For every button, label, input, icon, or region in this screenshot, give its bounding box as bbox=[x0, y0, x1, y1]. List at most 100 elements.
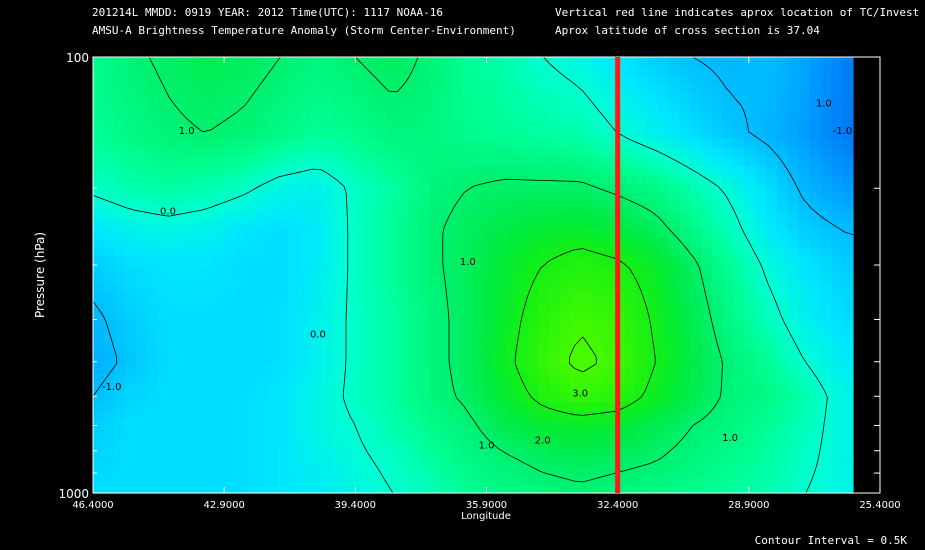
anomaly-cell bbox=[342, 329, 355, 340]
anomaly-cell bbox=[831, 229, 843, 240]
anomaly-cell bbox=[473, 356, 485, 367]
anomaly-cell bbox=[179, 320, 192, 331]
anomaly-cell bbox=[462, 166, 474, 176]
anomaly-cell bbox=[418, 347, 431, 358]
anomaly-cell bbox=[483, 293, 496, 303]
anomaly-cell bbox=[755, 84, 767, 94]
anomaly-cell bbox=[559, 402, 572, 412]
anomaly-cell bbox=[549, 311, 561, 322]
anomaly-cell bbox=[201, 311, 214, 322]
anomaly-cell bbox=[147, 293, 159, 303]
anomaly-cell bbox=[375, 120, 387, 131]
anomaly-cell bbox=[223, 265, 235, 276]
anomaly-cell bbox=[766, 156, 778, 167]
anomaly-cell bbox=[603, 411, 615, 421]
anomaly-cell bbox=[766, 66, 778, 76]
anomaly-cell bbox=[766, 220, 778, 231]
anomaly-cell bbox=[722, 265, 735, 276]
anomaly-cell bbox=[407, 347, 420, 358]
anomaly-cell bbox=[169, 265, 181, 276]
anomaly-cell bbox=[429, 365, 442, 376]
anomaly-cell bbox=[418, 111, 431, 122]
anomaly-cell bbox=[277, 374, 290, 385]
anomaly-cell bbox=[505, 229, 518, 240]
anomaly-cell bbox=[679, 320, 691, 331]
anomaly-cell bbox=[581, 211, 594, 222]
anomaly-cell bbox=[125, 129, 138, 140]
anomaly-cell bbox=[505, 166, 518, 176]
anomaly-cell bbox=[299, 384, 311, 394]
anomaly-cell bbox=[798, 166, 811, 176]
anomaly-cell bbox=[266, 356, 279, 367]
anomaly-cell bbox=[679, 229, 691, 240]
anomaly-cell bbox=[234, 156, 246, 167]
anomaly-cell bbox=[93, 438, 105, 449]
anomaly-cell bbox=[147, 384, 159, 394]
anomaly-cell bbox=[310, 202, 322, 213]
anomaly-cell bbox=[538, 483, 550, 494]
anomaly-cell bbox=[125, 275, 138, 285]
anomaly-cell bbox=[310, 193, 322, 203]
anomaly-cell bbox=[136, 447, 148, 458]
anomaly-cell bbox=[755, 229, 767, 240]
anomaly-cell bbox=[375, 284, 387, 294]
anomaly-cell bbox=[212, 156, 224, 167]
anomaly-cell bbox=[527, 93, 539, 104]
anomaly-cell bbox=[733, 338, 746, 349]
anomaly-cell bbox=[787, 420, 800, 431]
anomaly-cell bbox=[527, 384, 539, 394]
anomaly-cell bbox=[190, 365, 203, 376]
anomaly-cell bbox=[516, 129, 528, 140]
anomaly-cell bbox=[179, 465, 192, 476]
anomaly-cell bbox=[570, 102, 583, 113]
anomaly-cell bbox=[245, 184, 257, 194]
anomaly-cell bbox=[234, 93, 246, 104]
anomaly-cell bbox=[375, 447, 387, 458]
anomaly-cell bbox=[212, 483, 224, 494]
anomaly-cell bbox=[418, 411, 431, 421]
anomaly-cell bbox=[255, 483, 268, 494]
anomaly-cell bbox=[766, 138, 778, 149]
anomaly-cell bbox=[668, 374, 680, 385]
anomaly-cell bbox=[451, 447, 463, 458]
anomaly-cell bbox=[755, 447, 767, 458]
anomaly-cell bbox=[646, 156, 659, 167]
anomaly-cell bbox=[462, 202, 474, 213]
anomaly-cell bbox=[114, 75, 127, 85]
anomaly-cell bbox=[212, 438, 224, 449]
anomaly-cell bbox=[212, 311, 224, 322]
anomaly-cell bbox=[212, 447, 224, 458]
anomaly-cell bbox=[125, 456, 138, 467]
anomaly-cell bbox=[158, 329, 170, 340]
anomaly-cell bbox=[842, 93, 854, 104]
anomaly-cell bbox=[342, 365, 355, 376]
anomaly-cell bbox=[440, 429, 452, 440]
anomaly-cell bbox=[527, 420, 539, 431]
anomaly-cell bbox=[592, 474, 604, 485]
anomaly-cell bbox=[516, 384, 528, 394]
anomaly-cell bbox=[646, 184, 659, 194]
anomaly-cell bbox=[483, 211, 496, 222]
anomaly-cell bbox=[353, 420, 366, 431]
anomaly-cell bbox=[701, 238, 713, 249]
anomaly-cell bbox=[321, 229, 333, 240]
anomaly-cell bbox=[255, 429, 268, 440]
anomaly-cell bbox=[223, 338, 235, 349]
anomaly-cell bbox=[158, 438, 170, 449]
anomaly-cell bbox=[375, 57, 387, 67]
anomaly-cell bbox=[831, 166, 843, 176]
anomaly-cell bbox=[93, 175, 105, 185]
anomaly-cell bbox=[798, 211, 811, 222]
anomaly-cell bbox=[722, 120, 735, 131]
anomaly-cell bbox=[397, 84, 409, 94]
anomaly-cell bbox=[538, 66, 550, 76]
anomaly-cell bbox=[766, 420, 778, 431]
anomaly-cell bbox=[581, 111, 594, 122]
anomaly-cell bbox=[212, 284, 224, 294]
anomaly-cell bbox=[787, 129, 800, 140]
anomaly-cell bbox=[103, 156, 116, 167]
anomaly-cell bbox=[266, 329, 279, 340]
anomaly-cell bbox=[418, 120, 431, 131]
anomaly-cell bbox=[310, 284, 322, 294]
anomaly-cell bbox=[234, 84, 246, 94]
